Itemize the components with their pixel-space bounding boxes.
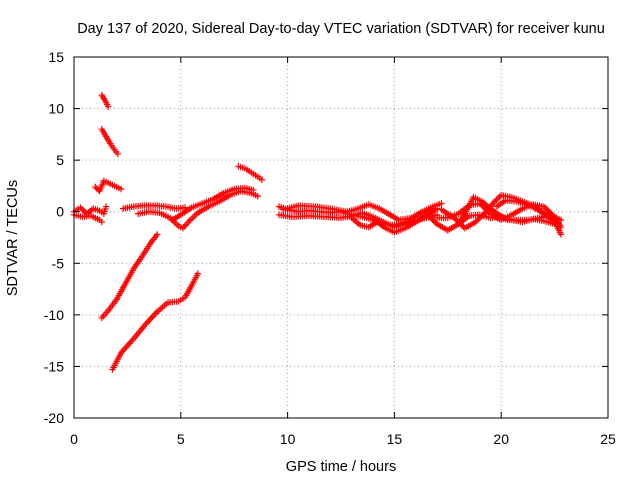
series-arc-g	[109, 270, 202, 373]
x-tick-label: 20	[493, 431, 509, 447]
y-axis-label: SDTVAR / TECUs	[5, 180, 21, 296]
y-tick-label: 15	[48, 49, 64, 65]
data-point	[254, 193, 261, 200]
data-point	[433, 205, 441, 212]
series-arc-i	[134, 187, 261, 232]
data-point	[430, 217, 438, 225]
y-tick-label: 0	[56, 204, 64, 220]
data-point	[98, 218, 105, 226]
x-tick-label: 0	[70, 431, 78, 447]
data-point	[542, 204, 549, 212]
chart-title: Day 137 of 2020, Sidereal Day-to-day VTE…	[77, 21, 605, 37]
data-point	[126, 340, 133, 347]
axis-ticks	[73, 56, 609, 419]
series-arc-k	[235, 163, 266, 183]
grid-lines	[74, 57, 608, 418]
data-point	[152, 310, 159, 317]
x-tick-label: 10	[280, 431, 296, 447]
y-tick-label: -20	[44, 410, 64, 426]
data-point	[475, 215, 482, 223]
x-tick-label: 15	[387, 431, 403, 447]
x-tick-label: 25	[600, 431, 616, 447]
x-axis-label: GPS time / hours	[286, 459, 396, 475]
data-point	[426, 213, 433, 220]
series-arc-o	[348, 205, 441, 236]
series-arc-t	[493, 197, 560, 226]
data-point	[122, 345, 129, 352]
data-point	[432, 219, 439, 226]
data-point	[479, 203, 487, 210]
data-point	[102, 203, 110, 210]
data-point	[427, 214, 435, 222]
plot-frame	[73, 56, 609, 419]
series-arc-c	[98, 91, 112, 110]
series-arc-f	[98, 231, 161, 322]
y-tick-label: -5	[52, 255, 65, 271]
data-point	[476, 200, 484, 207]
series-arc-s	[455, 211, 558, 228]
data-point	[543, 206, 551, 213]
series-arc-h	[119, 202, 189, 212]
data-point	[120, 346, 128, 354]
data-point	[114, 150, 121, 158]
data-point	[493, 196, 500, 204]
data-point	[93, 185, 100, 192]
data-point	[117, 185, 125, 193]
data-point	[553, 218, 560, 226]
data-point	[423, 210, 430, 217]
data-point	[194, 270, 202, 277]
data-point	[452, 216, 459, 223]
data-point	[472, 218, 479, 226]
axis-tick-labels: 0 5 10 15 20 25 15 10 5 0 -5 -10 -15 -20	[44, 49, 616, 447]
data-point	[104, 103, 112, 110]
data-point	[557, 231, 565, 238]
data-point	[438, 200, 445, 207]
series-arc-e	[92, 177, 125, 195]
y-tick-label: 10	[48, 101, 64, 117]
data-point	[123, 343, 130, 350]
data-points	[70, 91, 565, 373]
data-point	[478, 201, 485, 209]
data-point	[144, 318, 152, 325]
y-tick-label: -10	[44, 307, 64, 323]
data-point	[540, 203, 548, 210]
x-tick-label: 5	[177, 431, 185, 447]
y-tick-label: 5	[56, 152, 64, 168]
data-point	[92, 183, 99, 191]
data-point	[258, 176, 266, 183]
data-point	[496, 193, 503, 200]
data-point	[424, 212, 432, 219]
series-arc-n	[280, 200, 445, 224]
data-point	[129, 336, 136, 344]
data-point	[127, 338, 135, 345]
data-point	[451, 214, 458, 222]
series-arc-d	[98, 126, 121, 158]
data-point	[124, 341, 132, 349]
data-point	[250, 186, 257, 194]
data-point	[146, 316, 153, 324]
data-point	[154, 231, 161, 238]
data-point	[429, 216, 436, 223]
data-point	[473, 217, 481, 224]
series-arc-j	[169, 184, 257, 224]
data-point	[151, 311, 158, 319]
data-point	[148, 315, 155, 322]
series-arc-b	[70, 211, 105, 226]
y-tick-label: -15	[44, 358, 64, 374]
